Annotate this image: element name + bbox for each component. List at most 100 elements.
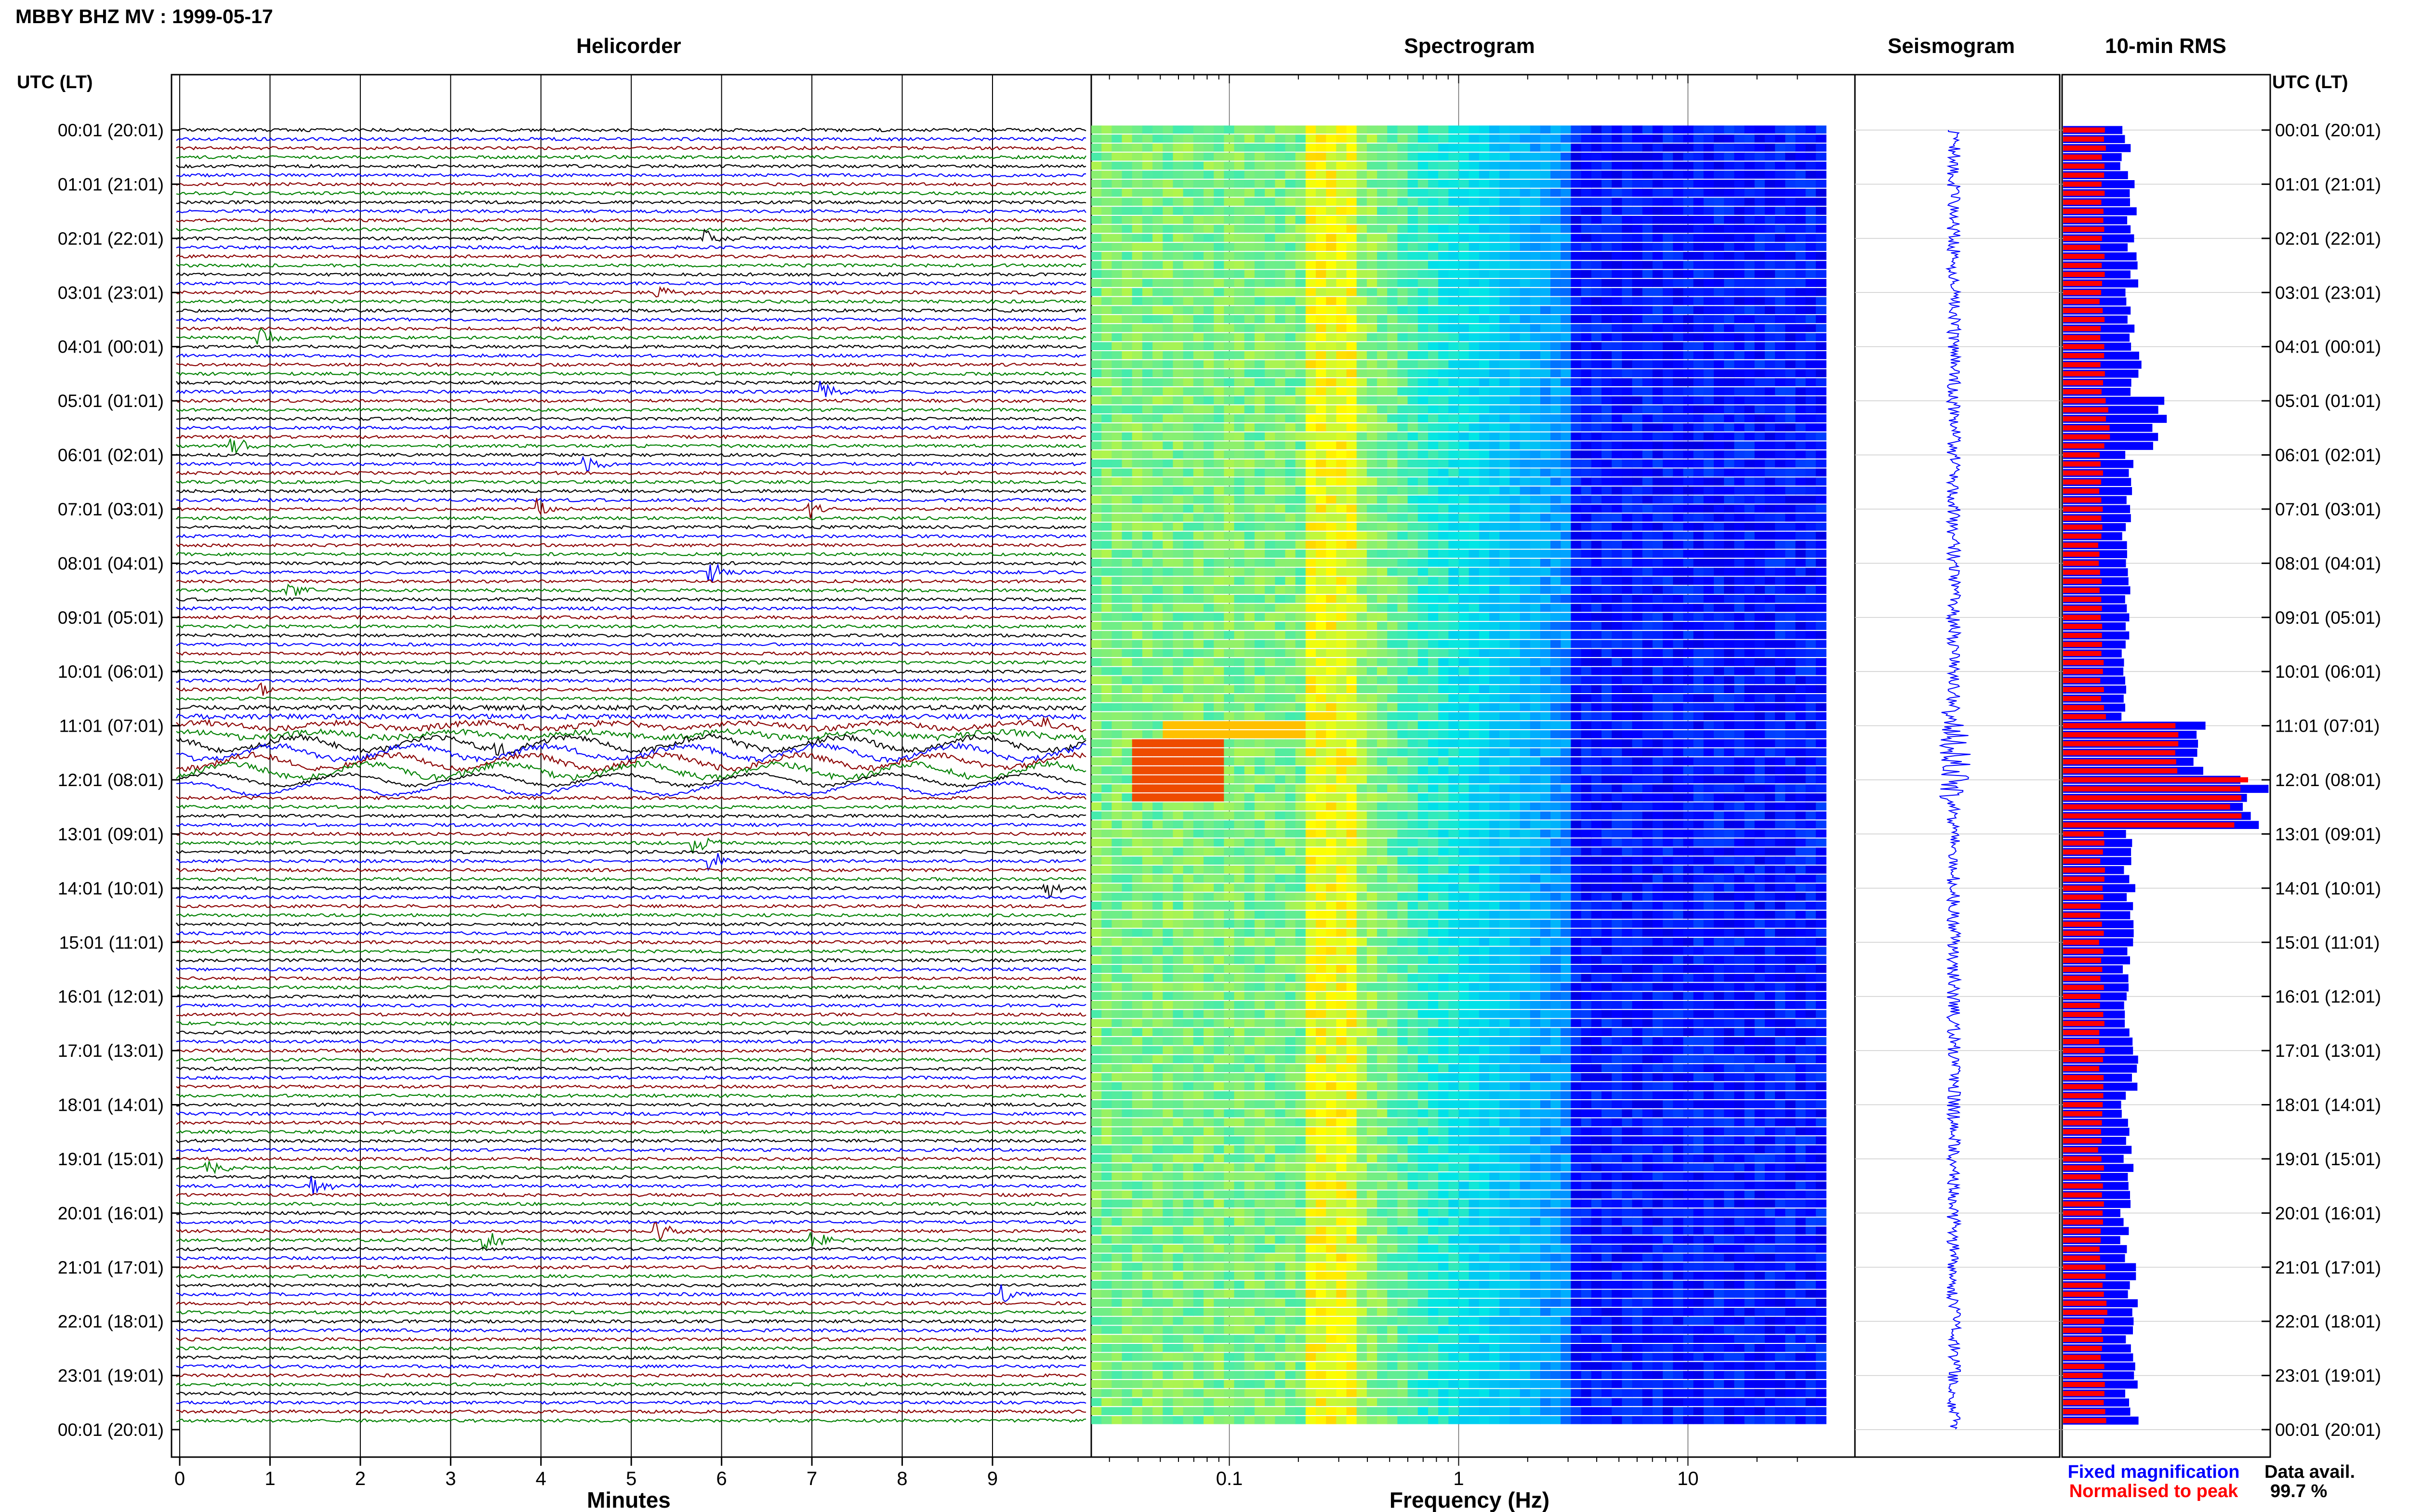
- spectrogram-cell: [1775, 315, 1786, 323]
- spectrogram-cell: [1622, 351, 1633, 359]
- helicorder-trace: [176, 272, 1086, 277]
- spectrogram-cell: [1091, 495, 1102, 504]
- helicorder-trace: [176, 1156, 1086, 1161]
- spectrogram-cell: [1785, 640, 1796, 648]
- spectrogram-cell: [1642, 180, 1653, 188]
- spectrogram-cell: [1764, 306, 1775, 315]
- spectrogram-cell: [1254, 685, 1265, 693]
- helicorder-trace: [176, 633, 1086, 638]
- spectrogram-cell: [1550, 306, 1562, 315]
- helicorder-trace: [176, 922, 1086, 927]
- spectrogram-cell: [1265, 405, 1276, 414]
- spectrogram-cell: [1254, 567, 1265, 576]
- spectrogram-cell: [1254, 577, 1265, 585]
- spectrogram-cell: [1642, 414, 1653, 422]
- spectrogram-cell: [1295, 224, 1306, 233]
- spectrogram-cell: [1795, 180, 1806, 188]
- spectrogram-cell: [1366, 324, 1377, 332]
- spectrogram-cell: [1561, 531, 1572, 540]
- spectrogram-cell: [1591, 144, 1602, 152]
- spectrogram-cell: [1785, 468, 1796, 477]
- spectrogram-cell: [1622, 432, 1633, 441]
- spectrogram-cell: [1724, 523, 1735, 531]
- spectrogram-cell: [1571, 297, 1582, 305]
- spectrogram-cell: [1632, 550, 1643, 558]
- spectrogram-cell: [1805, 297, 1816, 305]
- spectrogram-cell: [1622, 450, 1633, 459]
- spectrogram-cell: [1204, 441, 1214, 450]
- spectrogram-cell: [1591, 197, 1602, 206]
- spectrogram-cell: [1591, 261, 1602, 269]
- spectrogram-cell: [1795, 649, 1806, 657]
- spectrogram-cell: [1316, 531, 1326, 540]
- spectrogram-cell: [1612, 342, 1623, 350]
- spectrogram-cell: [1295, 459, 1306, 468]
- spectrogram-cell: [1663, 270, 1674, 278]
- helicorder-trace: [176, 398, 1086, 403]
- spectrogram-cell: [1775, 649, 1786, 657]
- spectrogram-cell: [1591, 450, 1602, 459]
- spectrogram-cell: [1448, 396, 1459, 405]
- spectrogram-cell: [1142, 125, 1153, 134]
- spectrogram-cell: [1724, 459, 1735, 468]
- spectrogram-cell: [1561, 288, 1572, 296]
- spectrogram-cell: [1663, 559, 1674, 567]
- spectrogram-cell: [1366, 251, 1377, 260]
- spectrogram-cell: [1479, 649, 1490, 657]
- spectrogram-cell: [1550, 351, 1562, 359]
- spectrogram-cell: [1438, 649, 1449, 657]
- spectrogram-cell: [1775, 297, 1786, 305]
- spectrogram-cell: [1703, 224, 1714, 233]
- spectrogram-cell: [1173, 279, 1184, 287]
- spectrogram-cell: [1530, 161, 1541, 170]
- spectrogram-cell: [1458, 333, 1469, 342]
- spectrogram-cell: [1581, 152, 1592, 161]
- spectrogram-cell: [1795, 504, 1806, 513]
- spectrogram-cell: [1356, 243, 1367, 251]
- spectrogram-cell: [1397, 387, 1408, 395]
- spectrogram-cell: [1703, 523, 1714, 531]
- spectrogram-cell: [1703, 567, 1714, 576]
- spectrogram-cell: [1448, 441, 1459, 450]
- spectrogram-cell: [1112, 351, 1123, 359]
- spectrogram-cell: [1366, 243, 1377, 251]
- spectrogram-cell: [1785, 261, 1796, 269]
- spectrogram-cell: [1479, 261, 1490, 269]
- spectrogram-cell: [1387, 369, 1398, 378]
- spectrogram-cell: [1387, 559, 1398, 567]
- spectrogram-cell: [1316, 649, 1326, 657]
- spectrogram-cell: [1479, 459, 1490, 468]
- spectrogram-cell: [1254, 559, 1265, 567]
- spectrogram-cell: [1479, 658, 1490, 666]
- spectrogram-cell: [1326, 270, 1337, 278]
- spectrogram-cell: [1173, 540, 1184, 549]
- spectrogram-cell: [1530, 414, 1541, 422]
- spectrogram-cell: [1285, 152, 1296, 161]
- spectrogram-cell: [1407, 694, 1418, 702]
- spectrogram-cell: [1346, 567, 1357, 576]
- spectrogram-cell: [1377, 604, 1388, 612]
- spectrogram-cell: [1479, 351, 1490, 359]
- spectrogram-cell: [1591, 685, 1602, 693]
- spectrogram-cell: [1469, 477, 1480, 486]
- spectrogram-cell: [1530, 197, 1541, 206]
- spectrogram-cell: [1663, 315, 1674, 323]
- spectrogram-cell: [1795, 640, 1806, 648]
- helicorder-trace: [176, 624, 1086, 629]
- spectrogram-cell: [1642, 171, 1653, 179]
- spectrogram-cell: [1683, 577, 1694, 585]
- spectrogram-cell: [1224, 297, 1235, 305]
- spectrogram-cell: [1499, 649, 1510, 657]
- spectrogram-cell: [1805, 378, 1816, 386]
- spectrogram-cell: [1254, 324, 1265, 332]
- spectrogram-cell: [1326, 369, 1337, 378]
- spectrogram-cell: [1693, 468, 1704, 477]
- spectrogram-cell: [1703, 360, 1714, 368]
- spectrogram-cell: [1540, 604, 1551, 612]
- spectrogram-cell: [1183, 685, 1194, 693]
- spectrogram-cell: [1366, 504, 1377, 513]
- spectrogram-cell: [1316, 288, 1326, 296]
- spectrogram-cell: [1397, 378, 1408, 386]
- helicorder-trace: [176, 669, 1086, 674]
- spectrogram-cell: [1336, 279, 1347, 287]
